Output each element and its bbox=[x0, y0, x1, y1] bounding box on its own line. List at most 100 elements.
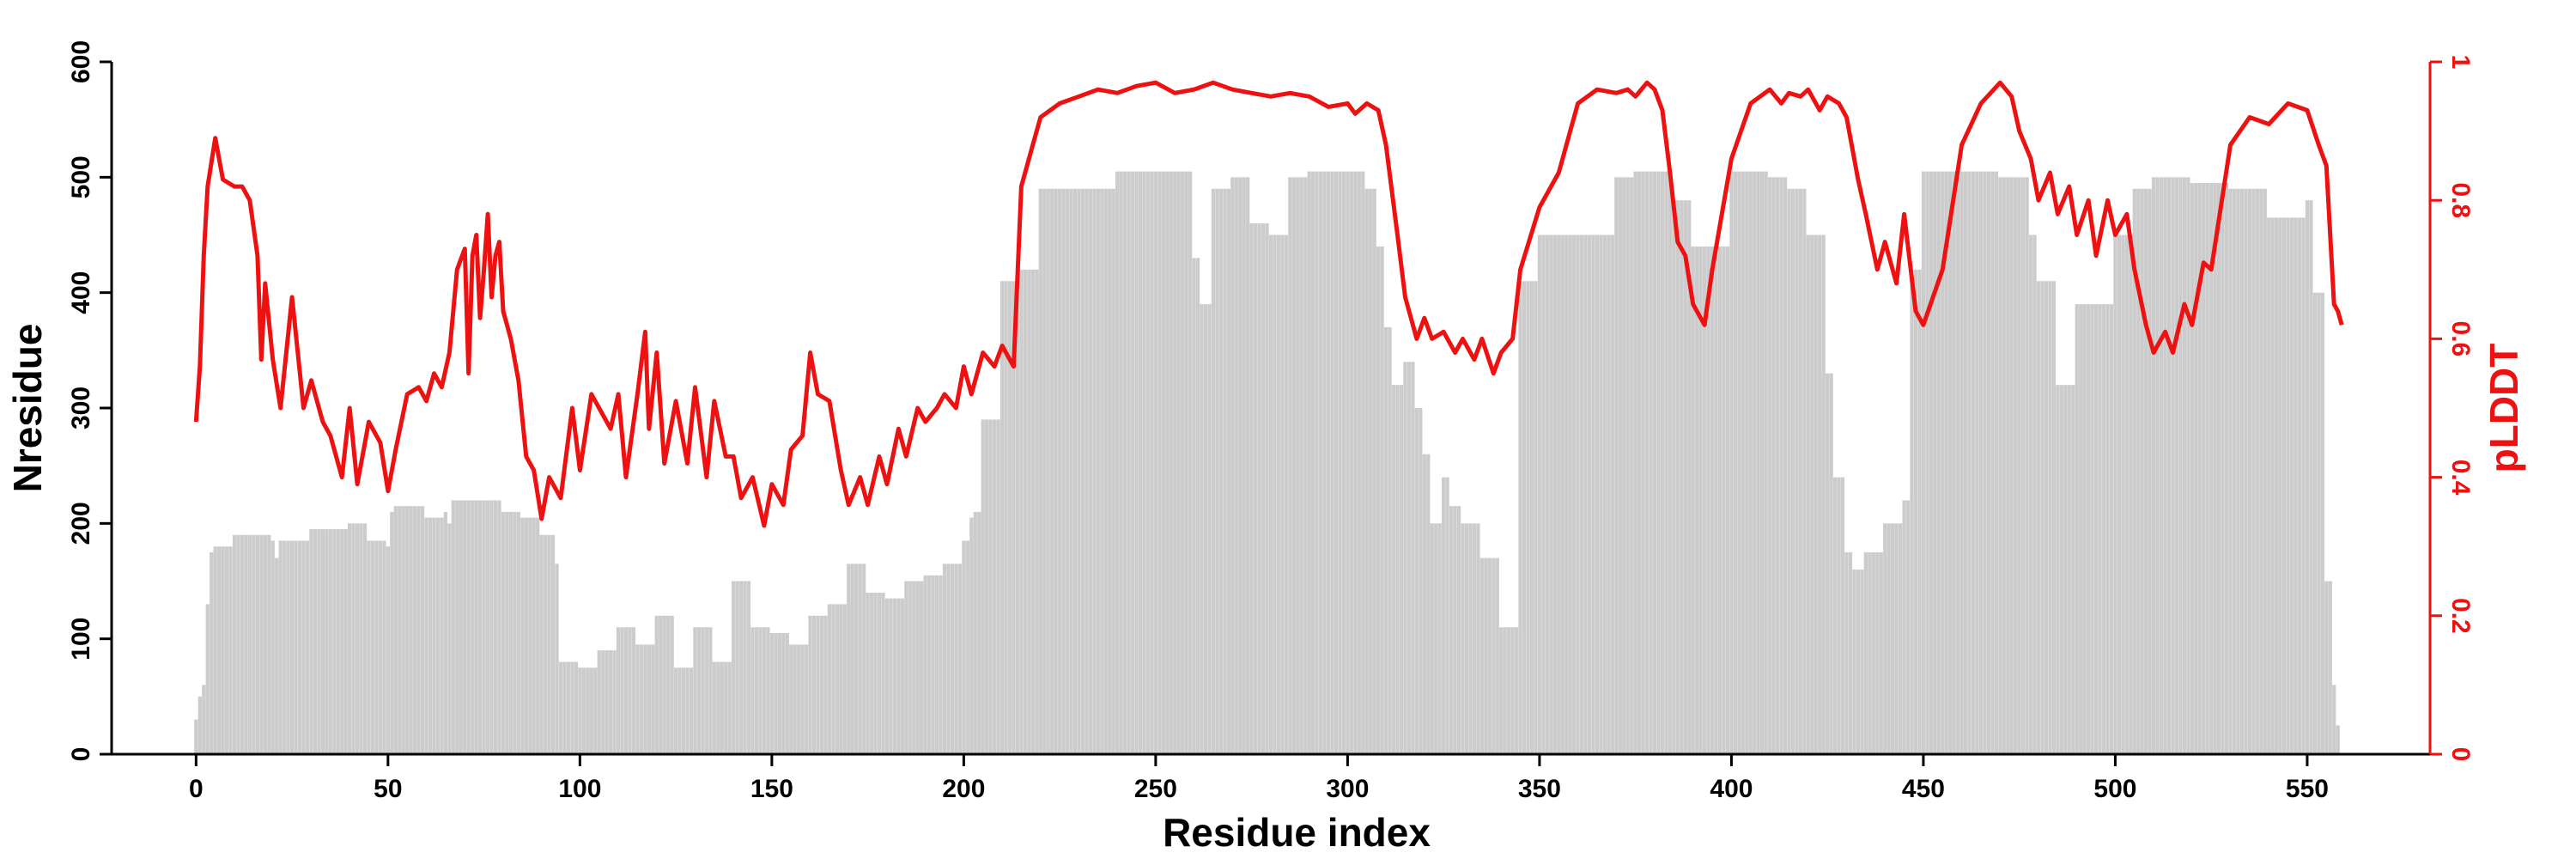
bar bbox=[1703, 246, 1707, 754]
bar bbox=[1303, 177, 1308, 755]
bar bbox=[194, 719, 198, 754]
bar bbox=[2263, 188, 2267, 754]
bar bbox=[957, 564, 963, 754]
bar bbox=[1492, 557, 1496, 754]
bar bbox=[501, 511, 506, 754]
bar bbox=[409, 506, 413, 754]
bar bbox=[1403, 362, 1407, 754]
bar bbox=[2136, 188, 2141, 754]
bar bbox=[2044, 281, 2049, 754]
bar bbox=[210, 551, 214, 754]
bar bbox=[336, 529, 340, 754]
x-tick-label: 300 bbox=[1326, 775, 1369, 803]
bar bbox=[1442, 477, 1446, 754]
bar bbox=[735, 581, 739, 754]
bar bbox=[777, 632, 781, 754]
bar bbox=[197, 696, 202, 754]
bar bbox=[1376, 246, 1381, 754]
bar bbox=[1748, 171, 1753, 754]
bar bbox=[1088, 188, 1093, 754]
bar bbox=[471, 500, 475, 754]
x-tick-label: 150 bbox=[750, 775, 793, 803]
bar bbox=[1790, 188, 1795, 754]
bar bbox=[1610, 235, 1614, 754]
bar bbox=[283, 540, 287, 754]
bar bbox=[2239, 188, 2245, 754]
bar bbox=[2213, 183, 2217, 755]
bar bbox=[1273, 235, 1277, 754]
bar bbox=[313, 529, 318, 754]
bar bbox=[309, 529, 313, 754]
bar bbox=[1691, 246, 1695, 754]
bar bbox=[432, 517, 436, 754]
bar bbox=[1503, 627, 1507, 754]
bar bbox=[2224, 183, 2229, 755]
bar bbox=[2174, 177, 2179, 755]
bar bbox=[1925, 171, 1929, 754]
bar bbox=[1630, 177, 1634, 755]
bar bbox=[823, 615, 828, 754]
y2-tick-label: 0.4 bbox=[2446, 460, 2475, 496]
bar bbox=[1315, 171, 1319, 754]
bar bbox=[359, 523, 363, 754]
bar bbox=[1537, 235, 1542, 754]
bar bbox=[1192, 258, 1196, 754]
bar bbox=[1595, 235, 1600, 754]
bar bbox=[2087, 304, 2091, 755]
x-tick-label: 200 bbox=[942, 775, 985, 803]
bar bbox=[1952, 171, 1956, 754]
bar bbox=[1714, 246, 1718, 754]
bar bbox=[1698, 246, 1703, 754]
bar bbox=[2032, 235, 2037, 754]
bar bbox=[401, 506, 405, 754]
bar bbox=[1875, 551, 1880, 754]
bar bbox=[923, 575, 927, 754]
bar bbox=[754, 627, 759, 754]
bar bbox=[1019, 269, 1024, 754]
bar bbox=[1383, 326, 1388, 754]
bar bbox=[681, 667, 686, 754]
bar bbox=[374, 540, 379, 754]
bar bbox=[2305, 200, 2310, 754]
bar bbox=[1936, 171, 1941, 754]
bar bbox=[1027, 269, 1031, 754]
bar bbox=[520, 517, 525, 754]
bar bbox=[1249, 223, 1254, 755]
bar bbox=[1226, 188, 1230, 754]
bar bbox=[1134, 171, 1139, 754]
bar bbox=[1276, 235, 1281, 754]
bar bbox=[1848, 551, 1853, 754]
bar bbox=[2336, 725, 2340, 754]
bar bbox=[286, 540, 290, 754]
bar bbox=[620, 627, 624, 754]
bar bbox=[2312, 292, 2318, 755]
bar bbox=[255, 534, 259, 754]
bar bbox=[1200, 304, 1204, 755]
bar bbox=[1717, 246, 1722, 754]
axes: 0 50 100 150 200 250 300 350 400 450 500 550 0 100 200… bbox=[67, 40, 2475, 803]
bar bbox=[1349, 171, 1353, 754]
bar bbox=[348, 523, 352, 754]
bar bbox=[2006, 177, 2010, 755]
bar bbox=[586, 667, 590, 754]
bar bbox=[597, 650, 601, 754]
bar bbox=[2297, 217, 2302, 755]
bar bbox=[2040, 281, 2044, 754]
bar bbox=[1856, 570, 1861, 754]
bar bbox=[908, 581, 912, 754]
bar bbox=[2221, 183, 2225, 755]
bar bbox=[1388, 326, 1392, 754]
bar bbox=[1111, 188, 1115, 754]
x-tick-label: 100 bbox=[558, 775, 601, 803]
bar bbox=[236, 534, 240, 754]
bar bbox=[1242, 177, 1246, 755]
bar bbox=[1526, 281, 1530, 754]
bar bbox=[447, 523, 452, 754]
bar bbox=[999, 281, 1005, 754]
bar bbox=[842, 604, 847, 754]
bar bbox=[1549, 235, 1553, 754]
bar bbox=[428, 517, 433, 754]
bar bbox=[1223, 188, 1227, 754]
bar bbox=[1176, 171, 1181, 754]
bar bbox=[2036, 281, 2041, 754]
